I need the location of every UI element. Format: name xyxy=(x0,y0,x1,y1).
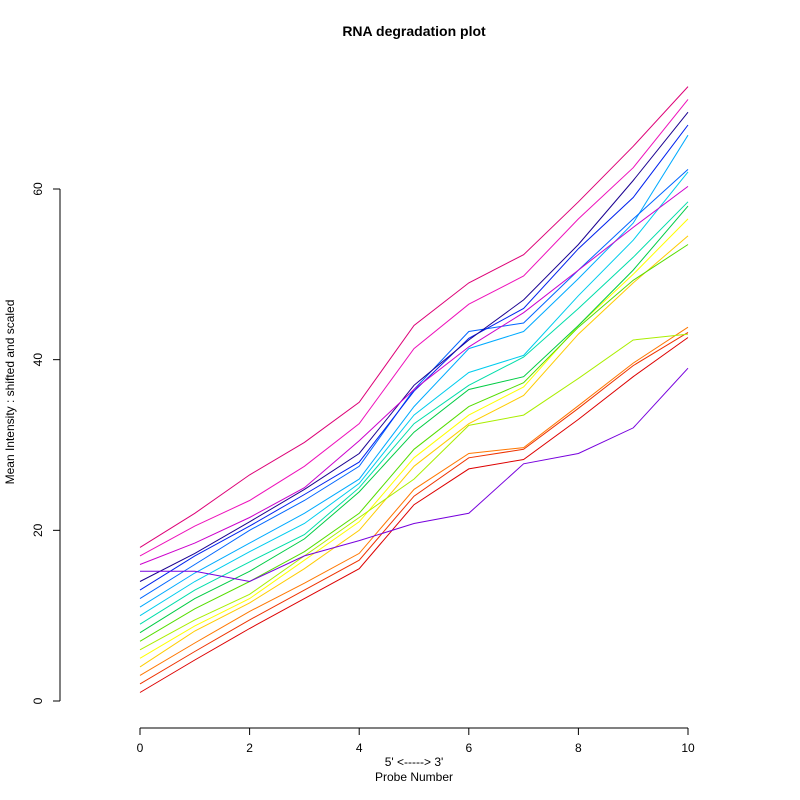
chart-title: RNA degradation plot xyxy=(342,23,486,39)
x-tick-label: 4 xyxy=(356,741,363,755)
y-tick-label: 20 xyxy=(31,523,45,537)
y-tick-label: 0 xyxy=(31,697,45,704)
y-tick-label: 60 xyxy=(31,182,45,196)
series-line-18 xyxy=(139,86,689,548)
y-axis-label: Mean Intensity : shifted and scaled xyxy=(3,300,17,485)
series-line-8 xyxy=(139,205,689,634)
series-line-3 xyxy=(139,326,689,676)
series-line-4 xyxy=(139,235,689,668)
series-line-1 xyxy=(139,337,689,693)
y-tick-label: 40 xyxy=(31,353,45,367)
series-line-11 xyxy=(139,134,689,608)
x-tick-label: 2 xyxy=(246,741,253,755)
y-axis: 0 20 40 60 xyxy=(31,182,61,704)
series-line-6 xyxy=(139,333,689,651)
series-line-16 xyxy=(139,185,689,565)
series-line-10 xyxy=(139,171,689,617)
x-tick-label: 0 xyxy=(137,741,144,755)
x-axis-label: Probe Number xyxy=(375,770,453,784)
x-axis: 0 2 4 6 8 10 xyxy=(137,727,695,755)
series-line-14 xyxy=(139,111,689,582)
series-line-5 xyxy=(139,218,689,659)
series-line-7 xyxy=(139,244,689,642)
series-line-2 xyxy=(139,331,689,685)
x-tick-label: 6 xyxy=(465,741,472,755)
series-line-15 xyxy=(140,367,689,583)
series-layer xyxy=(139,86,689,693)
x-axis-label-direction: 5' <-----> 3' xyxy=(385,755,444,769)
x-tick-label: 10 xyxy=(681,741,695,755)
series-line-9 xyxy=(139,201,689,625)
series-line-13 xyxy=(139,124,689,591)
x-tick-label: 8 xyxy=(575,741,582,755)
series-line-17 xyxy=(139,99,689,557)
